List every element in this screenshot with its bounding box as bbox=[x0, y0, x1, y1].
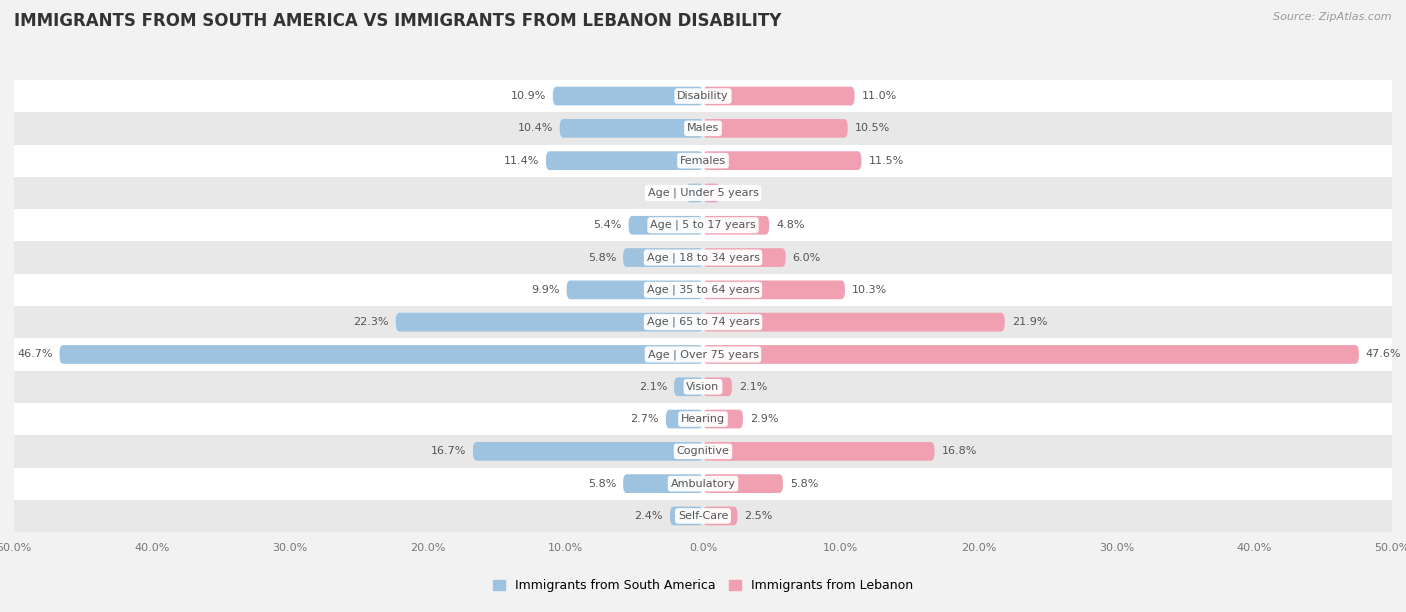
Text: 10.5%: 10.5% bbox=[855, 124, 890, 133]
FancyBboxPatch shape bbox=[703, 378, 733, 396]
FancyBboxPatch shape bbox=[14, 371, 1392, 403]
FancyBboxPatch shape bbox=[546, 151, 703, 170]
Text: 46.7%: 46.7% bbox=[17, 349, 52, 359]
FancyBboxPatch shape bbox=[703, 507, 738, 525]
FancyBboxPatch shape bbox=[669, 507, 703, 525]
Text: 2.5%: 2.5% bbox=[744, 511, 773, 521]
Text: Males: Males bbox=[688, 124, 718, 133]
FancyBboxPatch shape bbox=[673, 378, 703, 396]
FancyBboxPatch shape bbox=[14, 209, 1392, 241]
FancyBboxPatch shape bbox=[703, 313, 1005, 332]
FancyBboxPatch shape bbox=[14, 403, 1392, 435]
FancyBboxPatch shape bbox=[666, 409, 703, 428]
Text: 5.8%: 5.8% bbox=[588, 253, 616, 263]
FancyBboxPatch shape bbox=[14, 274, 1392, 306]
Text: Ambulatory: Ambulatory bbox=[671, 479, 735, 488]
FancyBboxPatch shape bbox=[703, 151, 862, 170]
FancyBboxPatch shape bbox=[14, 500, 1392, 532]
FancyBboxPatch shape bbox=[553, 87, 703, 105]
Text: Age | 35 to 64 years: Age | 35 to 64 years bbox=[647, 285, 759, 295]
Text: Vision: Vision bbox=[686, 382, 720, 392]
Text: 22.3%: 22.3% bbox=[353, 317, 389, 327]
FancyBboxPatch shape bbox=[14, 144, 1392, 177]
Text: 10.9%: 10.9% bbox=[510, 91, 546, 101]
FancyBboxPatch shape bbox=[560, 119, 703, 138]
Text: 2.4%: 2.4% bbox=[634, 511, 664, 521]
FancyBboxPatch shape bbox=[14, 435, 1392, 468]
Text: 6.0%: 6.0% bbox=[793, 253, 821, 263]
FancyBboxPatch shape bbox=[703, 474, 783, 493]
Text: Disability: Disability bbox=[678, 91, 728, 101]
Text: 1.2%: 1.2% bbox=[727, 188, 755, 198]
FancyBboxPatch shape bbox=[14, 241, 1392, 274]
FancyBboxPatch shape bbox=[703, 184, 720, 203]
Text: 11.4%: 11.4% bbox=[503, 155, 538, 166]
FancyBboxPatch shape bbox=[703, 216, 769, 234]
FancyBboxPatch shape bbox=[14, 468, 1392, 500]
Text: 16.8%: 16.8% bbox=[942, 446, 977, 457]
FancyBboxPatch shape bbox=[14, 112, 1392, 144]
FancyBboxPatch shape bbox=[703, 119, 848, 138]
Text: IMMIGRANTS FROM SOUTH AMERICA VS IMMIGRANTS FROM LEBANON DISABILITY: IMMIGRANTS FROM SOUTH AMERICA VS IMMIGRA… bbox=[14, 12, 782, 30]
Text: 16.7%: 16.7% bbox=[430, 446, 465, 457]
Text: 2.1%: 2.1% bbox=[738, 382, 768, 392]
Text: Self-Care: Self-Care bbox=[678, 511, 728, 521]
Text: Age | Over 75 years: Age | Over 75 years bbox=[648, 349, 758, 360]
Text: 10.3%: 10.3% bbox=[852, 285, 887, 295]
FancyBboxPatch shape bbox=[14, 80, 1392, 112]
Text: 2.1%: 2.1% bbox=[638, 382, 668, 392]
Text: Age | 5 to 17 years: Age | 5 to 17 years bbox=[650, 220, 756, 231]
Text: 1.2%: 1.2% bbox=[651, 188, 679, 198]
Text: 10.4%: 10.4% bbox=[517, 124, 553, 133]
Text: Age | 18 to 34 years: Age | 18 to 34 years bbox=[647, 252, 759, 263]
FancyBboxPatch shape bbox=[703, 280, 845, 299]
Text: 9.9%: 9.9% bbox=[531, 285, 560, 295]
Text: 5.8%: 5.8% bbox=[588, 479, 616, 488]
FancyBboxPatch shape bbox=[567, 280, 703, 299]
Text: Source: ZipAtlas.com: Source: ZipAtlas.com bbox=[1274, 12, 1392, 22]
FancyBboxPatch shape bbox=[623, 474, 703, 493]
Text: 47.6%: 47.6% bbox=[1365, 349, 1402, 359]
Text: 4.8%: 4.8% bbox=[776, 220, 804, 230]
FancyBboxPatch shape bbox=[703, 345, 1358, 364]
Legend: Immigrants from South America, Immigrants from Lebanon: Immigrants from South America, Immigrant… bbox=[488, 575, 918, 597]
FancyBboxPatch shape bbox=[14, 177, 1392, 209]
FancyBboxPatch shape bbox=[703, 409, 742, 428]
Text: 2.9%: 2.9% bbox=[749, 414, 779, 424]
Text: Age | Under 5 years: Age | Under 5 years bbox=[648, 188, 758, 198]
Text: Hearing: Hearing bbox=[681, 414, 725, 424]
FancyBboxPatch shape bbox=[14, 338, 1392, 371]
FancyBboxPatch shape bbox=[703, 248, 786, 267]
Text: 5.4%: 5.4% bbox=[593, 220, 621, 230]
Text: 21.9%: 21.9% bbox=[1012, 317, 1047, 327]
FancyBboxPatch shape bbox=[472, 442, 703, 461]
Text: 11.5%: 11.5% bbox=[869, 155, 904, 166]
FancyBboxPatch shape bbox=[59, 345, 703, 364]
FancyBboxPatch shape bbox=[14, 306, 1392, 338]
FancyBboxPatch shape bbox=[703, 442, 935, 461]
Text: 2.7%: 2.7% bbox=[630, 414, 659, 424]
Text: Age | 65 to 74 years: Age | 65 to 74 years bbox=[647, 317, 759, 327]
Text: 11.0%: 11.0% bbox=[862, 91, 897, 101]
Text: Cognitive: Cognitive bbox=[676, 446, 730, 457]
Text: 5.8%: 5.8% bbox=[790, 479, 818, 488]
FancyBboxPatch shape bbox=[628, 216, 703, 234]
FancyBboxPatch shape bbox=[395, 313, 703, 332]
FancyBboxPatch shape bbox=[686, 184, 703, 203]
FancyBboxPatch shape bbox=[623, 248, 703, 267]
FancyBboxPatch shape bbox=[703, 87, 855, 105]
Text: Females: Females bbox=[681, 155, 725, 166]
